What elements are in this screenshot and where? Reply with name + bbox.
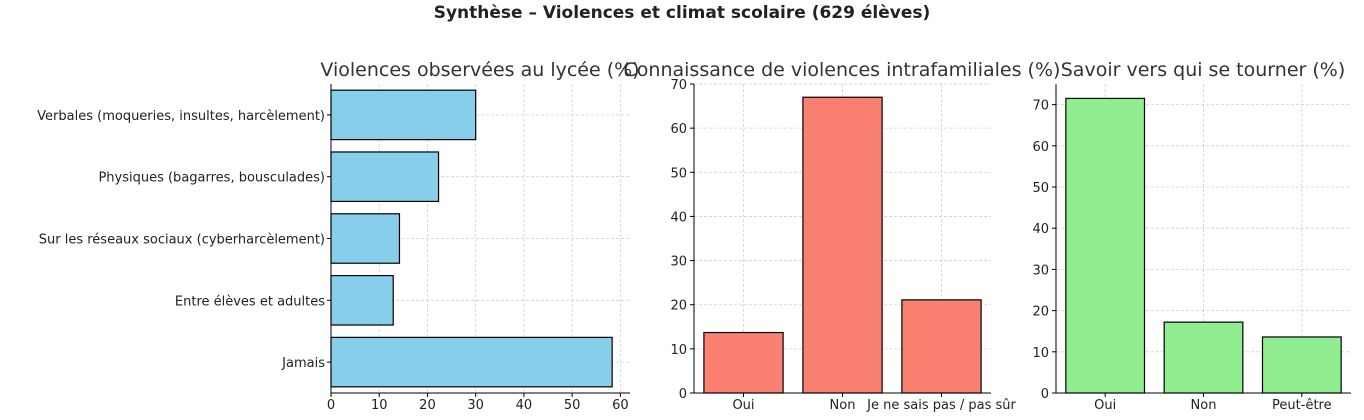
y-tick-label: 30 (670, 255, 687, 270)
x-tick-label: 40 (516, 398, 533, 413)
bar (330, 336, 613, 388)
bar (802, 96, 883, 394)
y-tick-label: 40 (1032, 222, 1049, 237)
y-tick-label: 0 (679, 387, 687, 402)
bar (330, 213, 401, 264)
bar (330, 151, 440, 203)
bar (703, 331, 784, 394)
x-tick-label: 20 (419, 398, 436, 413)
panel-title: Connaissance de violences intrafamiliale… (624, 59, 1061, 81)
y-tick-label: 10 (670, 343, 687, 358)
category-label: Oui (732, 398, 754, 413)
x-tick-label: 50 (564, 398, 581, 413)
panel-title: Violences observées au lycée (%) (320, 59, 639, 81)
y-tick-label: 40 (670, 210, 687, 225)
bar (330, 89, 477, 141)
y-tick-label: 70 (1032, 99, 1049, 114)
category-label: Peut-être (1272, 398, 1332, 413)
category-label: Oui (1094, 398, 1116, 413)
y-tick-label: 50 (1032, 181, 1049, 196)
category-label: Je ne sais pas / pas sûr (866, 398, 1016, 413)
category-label: Sur les réseaux sociaux (cyberharcèlemen… (39, 233, 325, 248)
bar (330, 274, 394, 326)
x-tick-label: 60 (612, 398, 629, 413)
y-tick-label: 60 (1032, 140, 1049, 155)
category-label: Verbales (moqueries, insultes, harcèleme… (37, 109, 325, 124)
bar (1065, 97, 1146, 394)
category-label: Non (1191, 398, 1217, 413)
category-label: Entre élèves et adultes (175, 294, 325, 309)
x-tick-label: 10 (371, 398, 388, 413)
category-label: Non (830, 398, 856, 413)
y-tick-label: 70 (670, 78, 687, 93)
category-label: Jamais (281, 356, 325, 371)
bar (1163, 321, 1244, 394)
y-tick-label: 30 (1032, 263, 1049, 278)
y-tick-label: 10 (1032, 346, 1049, 361)
bar (1261, 336, 1342, 394)
y-tick-label: 20 (1032, 305, 1049, 320)
x-tick-label: 30 (467, 398, 484, 413)
y-tick-label: 20 (670, 299, 687, 314)
y-tick-label: 50 (670, 166, 687, 181)
y-tick-label: 0 (1041, 387, 1049, 402)
panel-title: Savoir vers qui se tourner (%) (1061, 59, 1346, 81)
x-tick-label: 0 (327, 398, 335, 413)
figure-suptitle: Synthèse – Violences et climat scolaire … (433, 3, 931, 23)
y-tick-label: 60 (670, 122, 687, 137)
bar (901, 299, 982, 394)
category-label: Physiques (bagarres, bousculades) (98, 171, 325, 186)
